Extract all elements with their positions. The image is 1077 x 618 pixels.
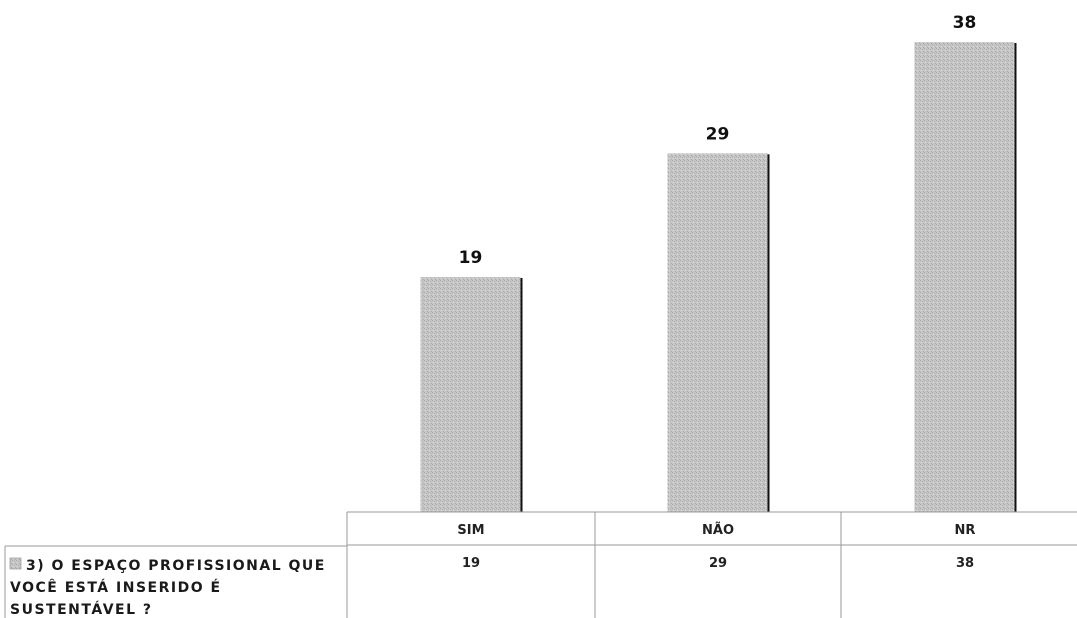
bars-layer: 19 29 38 [420,13,1017,512]
table-value-nr: 38 [956,556,974,571]
bar-sim [420,277,521,512]
bar-shadow-sim [519,278,523,512]
legend-key [9,557,22,570]
series-label-line-1: 3) O ESPAÇO PROFISSIONAL QUE [26,558,326,574]
table-value-sim: 19 [462,556,480,571]
data-label-nao: 29 [706,124,730,144]
data-label-nr: 38 [953,13,977,33]
table-value-nao: 29 [709,556,727,571]
series-label-line-3: SUSTENTÁVEL ? [10,601,153,618]
series-label-line-2: VOCÊ ESTÁ INSERIDO É [10,579,222,596]
bar-shadow-nr [1013,43,1017,512]
bar-nao [667,153,768,512]
category-label-sim: SIM [457,523,484,538]
data-label-sim: 19 [459,248,483,268]
category-label-nr: NR [955,523,976,538]
bar-shadow-nao [766,154,770,512]
data-table: 3) O ESPAÇO PROFISSIONAL QUE VOCÊ ESTÁ I… [4,511,1077,618]
category-label-nao: NÃO [702,522,734,538]
bar-nr [914,42,1015,512]
